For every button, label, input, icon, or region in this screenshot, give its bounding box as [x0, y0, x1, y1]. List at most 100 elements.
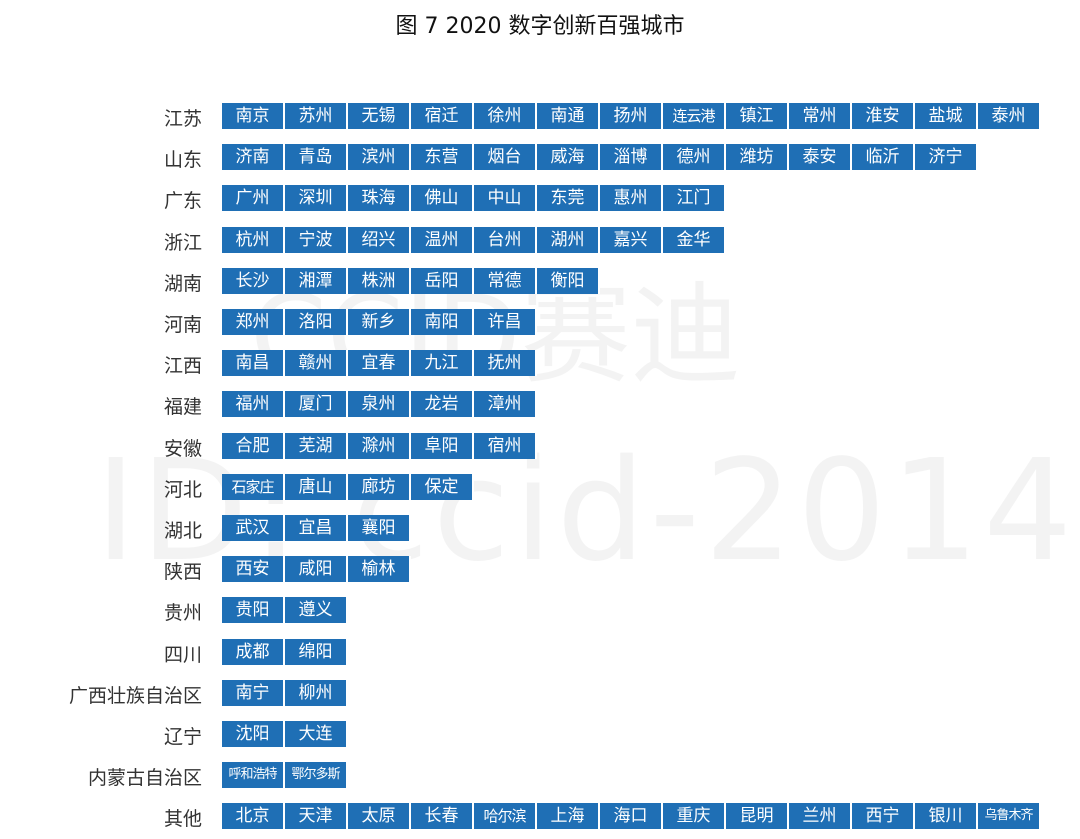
city-bar-segment: 洛阳: [285, 309, 348, 335]
city-bar-segment: 中山: [474, 185, 537, 212]
city-bar-segment: 台州: [474, 226, 537, 253]
city-bar-segment: 宿迁: [411, 103, 474, 129]
province-label: 四川: [163, 643, 202, 666]
city-bar-segment: 西宁: [852, 803, 915, 830]
city-bar-segment: 九江: [411, 350, 474, 377]
city-bar-segment: 南通: [537, 103, 600, 129]
city-bar-segment: 宁波: [285, 226, 348, 253]
province-label: 辽宁: [163, 726, 202, 748]
city-bar-segment: 常德: [474, 267, 537, 294]
city-bar-segment: 太原: [348, 803, 411, 830]
city-bar-segment: 漳州: [474, 391, 537, 418]
city-bar-segment: 银川: [915, 803, 978, 830]
city-bar-segment: 大连: [285, 721, 348, 747]
city-bar-segment: 福州: [222, 391, 285, 418]
city-bar-segment: 连云港: [663, 103, 726, 129]
city-bar-segment: 宜春: [348, 350, 411, 377]
city-bar-segment: 长沙: [222, 267, 285, 294]
city-bar-segment: 南宁: [222, 679, 285, 706]
city-bar-segment: 淮安: [852, 103, 915, 129]
city-bar-segment: 滨州: [348, 144, 411, 171]
city-bar-segment: 石家庄: [222, 473, 285, 500]
city-bar-segment: 长春: [411, 803, 474, 830]
city-bar-segment: 德州: [663, 144, 726, 171]
city-bar-segment: 济南: [222, 144, 285, 171]
city-bar-segment: 临沂: [852, 144, 915, 171]
city-bar-segment: 北京: [222, 803, 285, 830]
city-bar-segment: 重庆: [663, 803, 726, 830]
province-label: 广东: [163, 190, 202, 213]
city-bar-segment: 贵阳: [222, 597, 285, 624]
city-bar-segment: 宿州: [474, 432, 537, 459]
province-label: 山东: [163, 149, 202, 172]
city-bar-segment: 芜湖: [285, 432, 348, 459]
city-bar-segment: 绵阳: [285, 638, 348, 665]
city-bar-segment: 乌鲁木齐: [978, 803, 1041, 830]
city-bar-segment: 上海: [537, 803, 600, 830]
province-label: 湖南: [163, 272, 202, 295]
province-label: 江苏: [163, 108, 202, 130]
city-bar-segment: 兰州: [789, 803, 852, 830]
city-bar-segment: 嘉兴: [600, 226, 663, 253]
province-label: 陕西: [163, 561, 202, 584]
city-bar-segment: 湖州: [537, 226, 600, 253]
city-bar-segment: 东营: [411, 144, 474, 171]
city-bar-segment: 绍兴: [348, 226, 411, 253]
city-bar-segment: 南阳: [411, 309, 474, 335]
province-label: 广西壮族自治区: [68, 684, 202, 707]
city-bar-segment: 唐山: [285, 473, 348, 500]
city-bar-segment: 惠州: [600, 185, 663, 212]
city-bar-segment: 襄阳: [348, 515, 411, 541]
city-bar-segment: 无锡: [348, 103, 411, 129]
city-bar-segment: 杭州: [222, 226, 285, 253]
city-bar-segment: 广州: [222, 185, 285, 212]
city-bar-segment: 江门: [663, 185, 726, 212]
province-label: 福建: [163, 396, 202, 419]
city-bar-segment: 东莞: [537, 185, 600, 212]
city-bar-segment: 岳阳: [411, 267, 474, 294]
city-bar-segment: 昆明: [726, 803, 789, 830]
city-bar-segment: 济宁: [915, 144, 978, 171]
city-bar-segment: 衡阳: [537, 267, 600, 294]
province-label: 内蒙古自治区: [87, 767, 202, 790]
city-bar-segment: 南京: [222, 103, 285, 129]
city-bar-segment: 深圳: [285, 185, 348, 212]
city-bar-segment: 泰安: [789, 144, 852, 171]
city-bar-segment: 潍坊: [726, 144, 789, 171]
city-bar-segment: 新乡: [348, 309, 411, 335]
city-bar-segment: 咸阳: [285, 556, 348, 583]
province-label: 河南: [163, 314, 202, 336]
city-bar-segment: 扬州: [600, 103, 663, 129]
chart-title: 图 7 2020 数字创新百强城市: [395, 14, 685, 39]
city-bar-segment: 佛山: [411, 185, 474, 212]
city-bar-segment: 遵义: [285, 597, 348, 624]
city-bar-segment: 南昌: [222, 350, 285, 377]
city-bar-segment: 沈阳: [222, 721, 285, 747]
city-bar-segment: 珠海: [348, 185, 411, 212]
city-bar-segment: 廊坊: [348, 473, 411, 500]
province-label: 贵州: [163, 602, 202, 625]
city-bar-segment: 榆林: [348, 556, 411, 583]
city-bar-segment: 金华: [663, 226, 726, 253]
city-bar-segment: 西安: [222, 556, 285, 583]
city-bar-segment: 株洲: [348, 267, 411, 294]
province-label: 其他: [163, 808, 202, 831]
city-bar-segment: 常州: [789, 103, 852, 129]
city-bar-segment: 武汉: [222, 515, 285, 541]
province-label: 安徽: [163, 437, 202, 460]
city-bar-segment: 阜阳: [411, 432, 474, 459]
province-label: 湖北: [163, 520, 202, 542]
province-label: 江西: [163, 355, 202, 378]
city-bar-segment: 郑州: [222, 309, 285, 335]
city-bar-segment: 宜昌: [285, 515, 348, 541]
city-bar-segment: 镇江: [726, 103, 789, 129]
city-bar-segment: 盐城: [915, 103, 978, 129]
city-bar-segment: 天津: [285, 803, 348, 830]
city-bar-segment: 合肥: [222, 432, 285, 459]
city-bar-segment: 龙岩: [411, 391, 474, 418]
city-bar-segment: 保定: [411, 473, 474, 500]
city-bar-segment: 海口: [600, 803, 663, 830]
city-bar-segment: 威海: [537, 144, 600, 171]
city-bar-segment: 苏州: [285, 103, 348, 129]
